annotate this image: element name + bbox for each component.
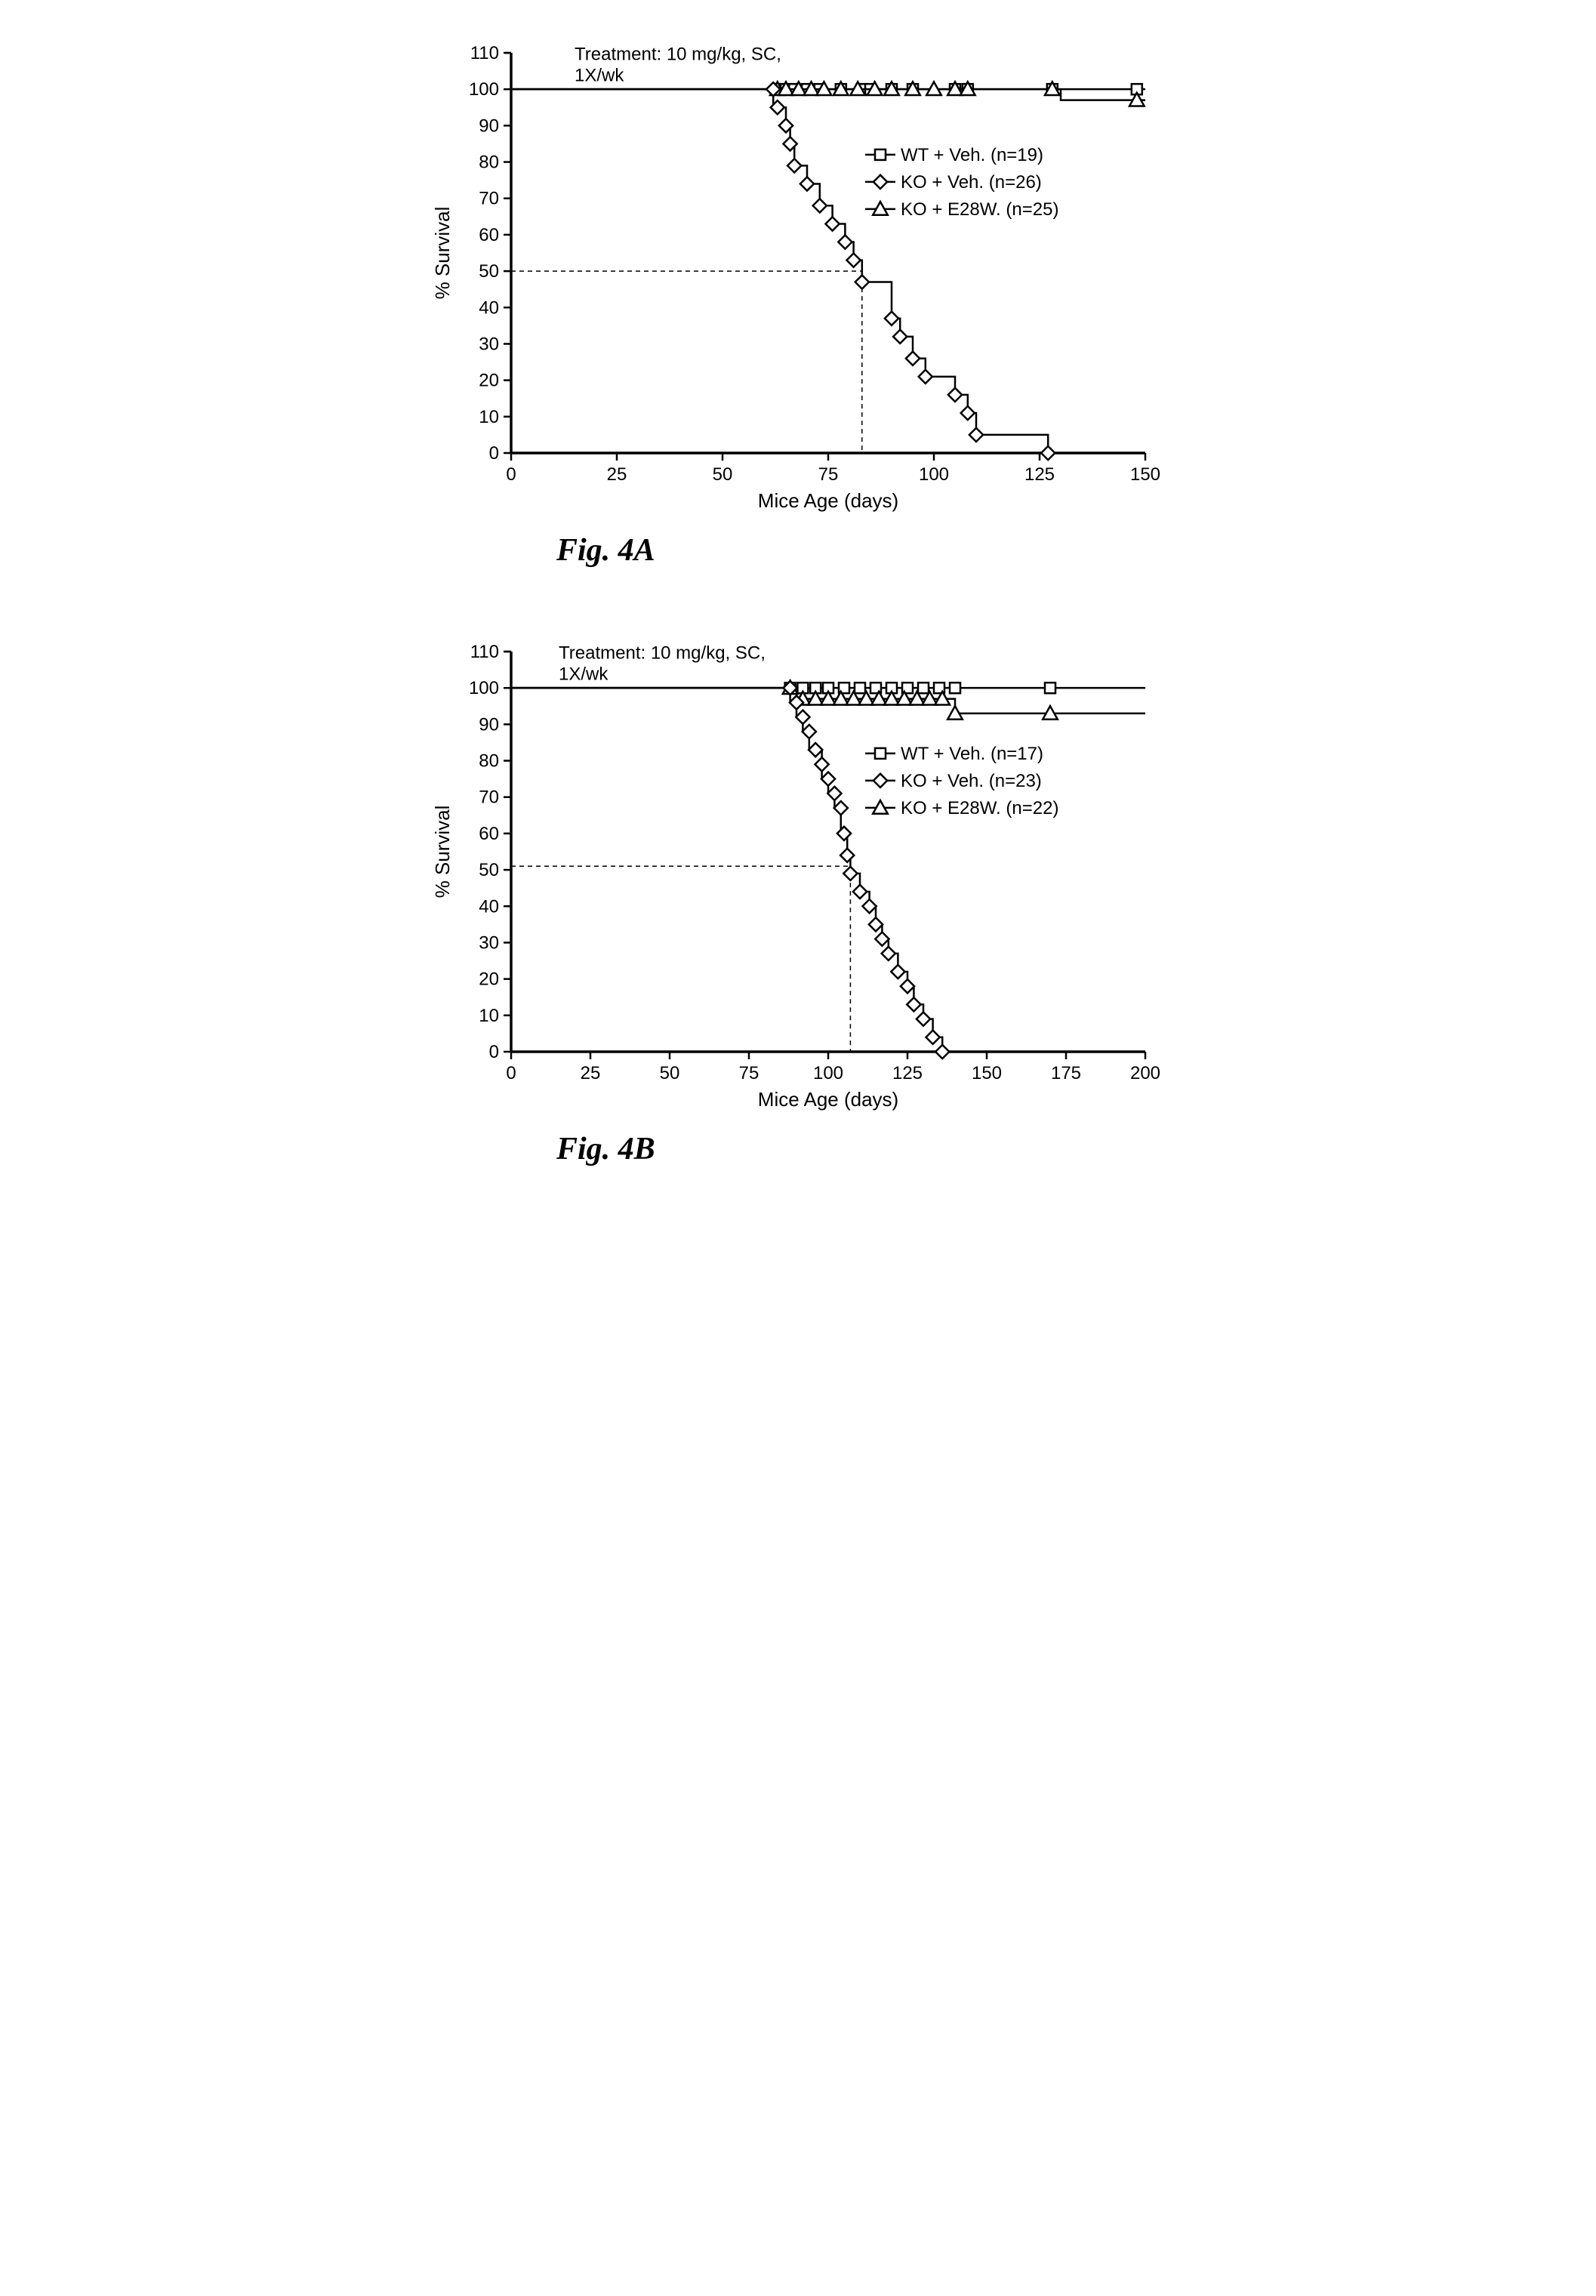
svg-text:20: 20 — [479, 969, 499, 990]
svg-text:20: 20 — [479, 371, 499, 391]
svg-text:10: 10 — [479, 407, 499, 427]
svg-text:40: 40 — [479, 896, 499, 917]
svg-text:WT + Veh. (n=19): WT + Veh. (n=19) — [901, 145, 1043, 165]
svg-text:1X/wk: 1X/wk — [559, 664, 609, 685]
svg-text:75: 75 — [739, 1063, 759, 1083]
svg-text:60: 60 — [479, 225, 499, 245]
svg-text:80: 80 — [479, 751, 499, 772]
svg-text:KO + Veh. (n=23): KO + Veh. (n=23) — [901, 771, 1042, 791]
svg-text:125: 125 — [892, 1063, 923, 1083]
svg-text:90: 90 — [479, 714, 499, 735]
svg-text:% Survival: % Survival — [431, 806, 454, 898]
svg-text:40: 40 — [479, 297, 499, 318]
fig-4b-label: Fig. 4B — [556, 1131, 1175, 1167]
svg-text:70: 70 — [479, 787, 499, 808]
svg-text:80: 80 — [479, 153, 499, 173]
chart-4a-svg: 0 10 20 30 40 50 60 70 80 90 100 110 0 25 50 75 100 125 15… — [421, 30, 1175, 521]
svg-text:200: 200 — [1130, 1063, 1160, 1083]
svg-text:KO + Veh. (n=26): KO + Veh. (n=26) — [901, 172, 1042, 193]
svg-text:Mice Age (days): Mice Age (days) — [758, 1088, 898, 1111]
svg-text:70: 70 — [479, 189, 499, 209]
chart-4b-svg: 0 10 20 30 40 50 60 70 80 90 100 110 0 25 50 75 100 125 15… — [421, 629, 1175, 1120]
figure-4a: 0 10 20 30 40 50 60 70 80 90 100 110 0 25 50 75 100 125 15… — [421, 30, 1175, 569]
svg-text:0: 0 — [489, 443, 499, 464]
svg-text:100: 100 — [469, 79, 499, 100]
svg-text:60: 60 — [479, 824, 499, 844]
svg-text:Treatment: 10 mg/kg, SC,: Treatment: 10 mg/kg, SC, — [575, 45, 781, 65]
svg-text:0: 0 — [506, 464, 516, 485]
svg-text:30: 30 — [479, 334, 499, 354]
svg-text:WT + Veh. (n=17): WT + Veh. (n=17) — [901, 744, 1043, 764]
svg-text:100: 100 — [813, 1063, 843, 1083]
svg-text:100: 100 — [919, 464, 949, 485]
svg-text:25: 25 — [607, 464, 627, 485]
svg-text:50: 50 — [713, 464, 733, 485]
svg-text:KO + E28W. (n=25): KO + E28W. (n=25) — [901, 199, 1058, 220]
svg-text:50: 50 — [479, 261, 499, 282]
fig-4a-label: Fig. 4A — [556, 532, 1175, 569]
figure-4b: 0 10 20 30 40 50 60 70 80 90 100 110 0 25 50 75 100 125 15… — [421, 629, 1175, 1167]
svg-text:100: 100 — [469, 678, 499, 698]
svg-text:KO + E28W. (n=22): KO + E28W. (n=22) — [901, 798, 1058, 818]
svg-text:10: 10 — [479, 1006, 499, 1026]
svg-text:75: 75 — [818, 464, 839, 485]
svg-text:0: 0 — [489, 1042, 499, 1062]
svg-text:Treatment: 10 mg/kg, SC,: Treatment: 10 mg/kg, SC, — [559, 643, 766, 664]
svg-text:0: 0 — [506, 1063, 516, 1083]
svg-text:125: 125 — [1024, 464, 1055, 485]
svg-text:50: 50 — [660, 1063, 680, 1083]
svg-text:150: 150 — [1130, 464, 1160, 485]
svg-text:1X/wk: 1X/wk — [575, 66, 624, 86]
svg-text:110: 110 — [470, 642, 499, 662]
svg-text:Mice Age (days): Mice Age (days) — [758, 489, 898, 512]
svg-text:90: 90 — [479, 116, 499, 136]
svg-text:% Survival: % Survival — [431, 207, 454, 300]
svg-text:150: 150 — [972, 1063, 1002, 1083]
svg-text:110: 110 — [470, 43, 499, 63]
svg-text:30: 30 — [479, 932, 499, 953]
svg-text:25: 25 — [581, 1063, 601, 1083]
svg-text:50: 50 — [479, 860, 499, 880]
svg-text:175: 175 — [1051, 1063, 1081, 1083]
